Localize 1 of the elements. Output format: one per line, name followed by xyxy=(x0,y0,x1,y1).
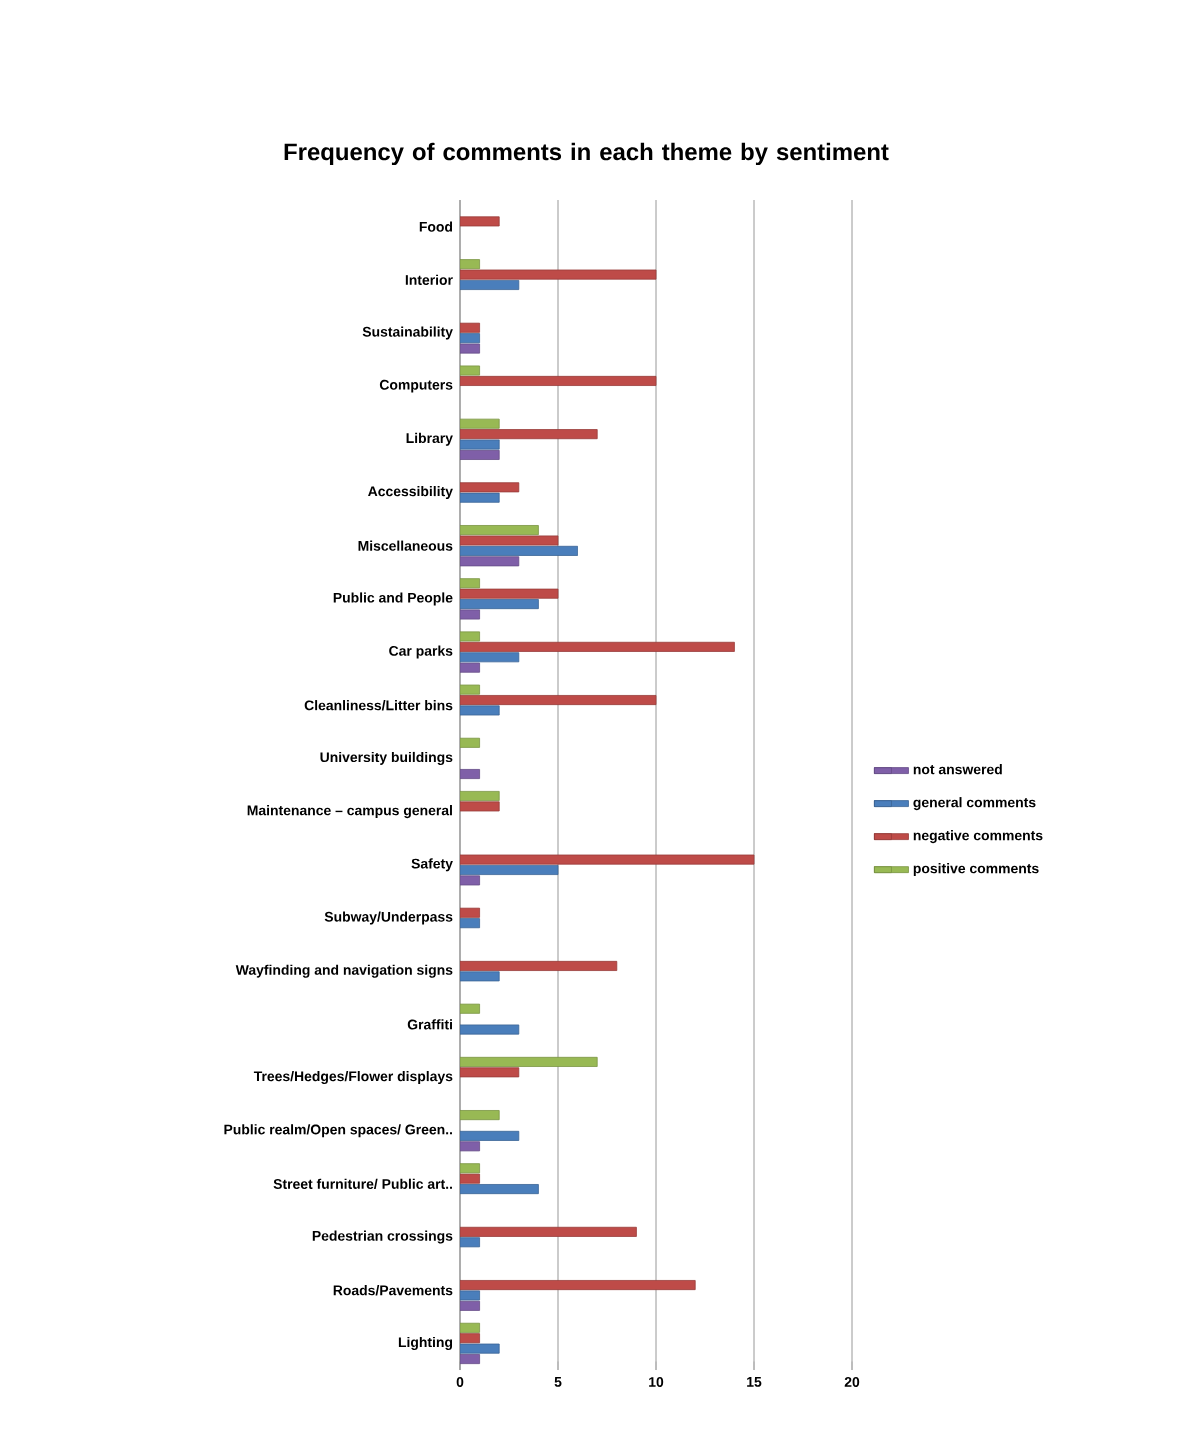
chart-title: Frequency of comments in each theme by sentiment xyxy=(284,142,889,166)
